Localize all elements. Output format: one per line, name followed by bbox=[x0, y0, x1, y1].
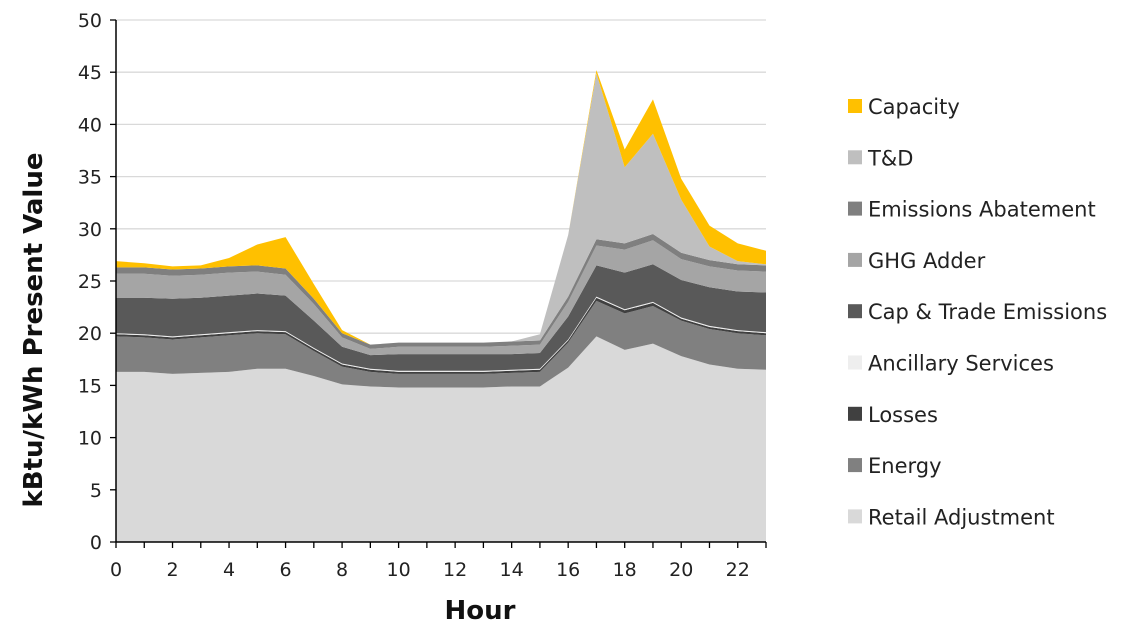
legend-label-ghg-adder: GHG Adder bbox=[868, 249, 986, 273]
legend-label-losses: Losses bbox=[868, 403, 938, 427]
legend-swatch-cap-trade-emissions bbox=[848, 304, 862, 319]
y-tick-label-1: 5 bbox=[90, 480, 102, 502]
y-axis-title: kBtu/kWh Present Value bbox=[19, 153, 49, 508]
x-tick-label-7: 14 bbox=[500, 559, 524, 581]
x-tick-label-5: 10 bbox=[387, 559, 411, 581]
y-tick-label-2: 10 bbox=[78, 428, 102, 450]
x-tick-label-9: 18 bbox=[613, 559, 637, 581]
x-tick-label-4: 8 bbox=[336, 559, 348, 581]
legend-label-emissions-abatement: Emissions Abatement bbox=[868, 198, 1096, 222]
x-tick-label-10: 20 bbox=[669, 559, 693, 581]
tick-labels: 0 5 10 15 20 25 30 35 40 45 50 0 2 4 6 8 10 12 14 16 18 20 22 bbox=[78, 10, 750, 581]
x-tick-label-11: 22 bbox=[726, 559, 750, 581]
x-tick-label-2: 4 bbox=[223, 559, 235, 581]
axes bbox=[110, 19, 767, 548]
legend-label-cap-trade-emissions: Cap & Trade Emissions bbox=[868, 300, 1107, 324]
area-energy bbox=[116, 300, 766, 388]
legend-swatch-losses bbox=[848, 406, 862, 421]
legend-label-capacity: Capacity bbox=[868, 95, 960, 119]
x-tick-label-6: 12 bbox=[443, 559, 467, 581]
legend-swatch-ghg-adder bbox=[848, 252, 862, 267]
area-series bbox=[116, 70, 766, 542]
legend-label-energy: Energy bbox=[868, 454, 942, 478]
legend-label-t-d: T&D bbox=[867, 146, 913, 170]
x-tick-label-0: 0 bbox=[110, 559, 122, 581]
y-tick-label-3: 15 bbox=[78, 375, 102, 397]
y-tick-label-5: 25 bbox=[78, 271, 102, 293]
y-tick-label-0: 0 bbox=[90, 532, 102, 554]
legend-swatch-retail-adjustment bbox=[848, 509, 862, 524]
legend-swatch-capacity bbox=[848, 99, 862, 113]
x-tick-label-3: 6 bbox=[280, 559, 292, 581]
area-t-d bbox=[116, 73, 766, 345]
x-tick-label-8: 16 bbox=[556, 559, 580, 581]
legend-swatch-ancillary-services bbox=[848, 355, 862, 370]
legend-swatch-energy bbox=[848, 458, 862, 473]
y-tick-label-9: 45 bbox=[78, 62, 102, 84]
area-cap-trade-emissions bbox=[116, 264, 766, 371]
y-tick-label-4: 20 bbox=[78, 323, 102, 345]
x-tick-label-1: 2 bbox=[166, 559, 178, 581]
area-retail-adjustment bbox=[116, 336, 766, 542]
legend: Capacity T&D Emissions Abatement GHG Adder C… bbox=[848, 95, 1107, 529]
legend-label-retail-adjustment: Retail Adjustment bbox=[868, 505, 1055, 529]
legend-label-ancillary-services: Ancillary Services bbox=[868, 352, 1054, 376]
legend-swatch-emissions-abatement bbox=[848, 201, 862, 216]
x-axis-title: Hour bbox=[445, 596, 516, 626]
y-tick-label-6: 30 bbox=[78, 219, 102, 241]
y-tick-label-10: 50 bbox=[78, 10, 102, 32]
legend-swatch-t-d bbox=[848, 150, 862, 165]
y-tick-label-7: 35 bbox=[78, 167, 102, 189]
y-tick-label-8: 40 bbox=[78, 114, 102, 136]
